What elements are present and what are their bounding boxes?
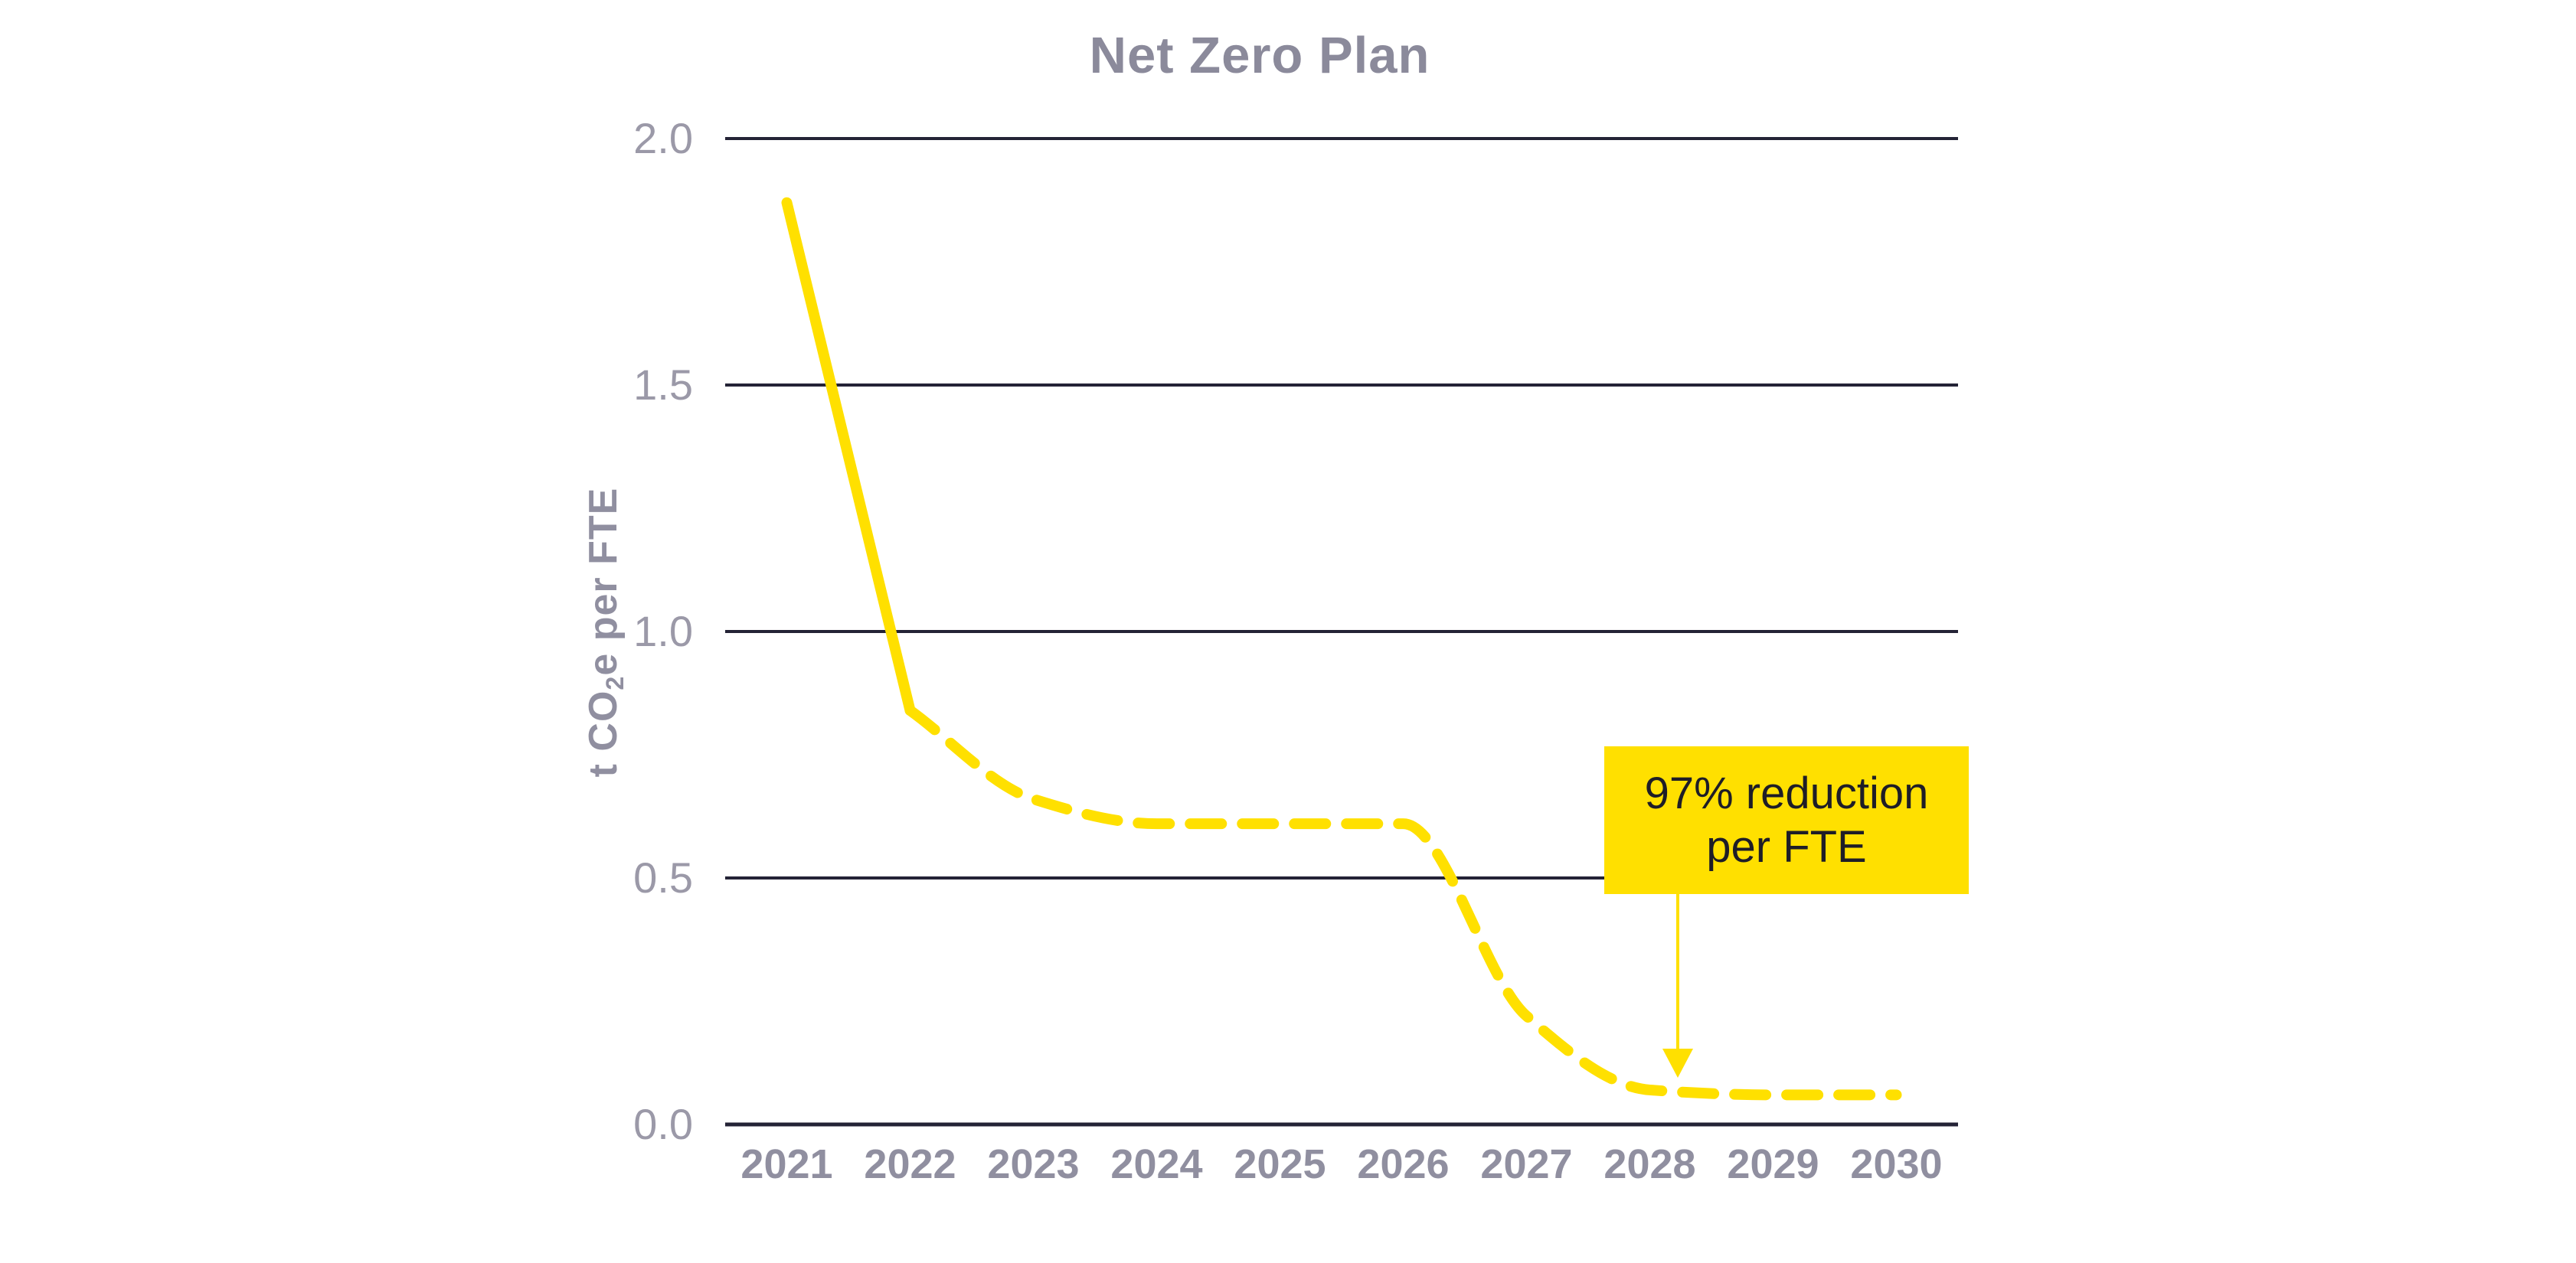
x-tick-label: 2023 — [987, 1141, 1080, 1187]
x-tick-label: 2027 — [1480, 1141, 1573, 1187]
x-tick-label: 2021 — [740, 1141, 833, 1187]
x-tick-label: 2022 — [864, 1141, 956, 1187]
annotation-text-line2: per FTE — [1706, 821, 1867, 872]
x-tick-label: 2030 — [1850, 1141, 1943, 1187]
x-tick-label: 2024 — [1110, 1141, 1203, 1187]
x-tick-label: 2028 — [1603, 1141, 1696, 1187]
annotation-callout: 97% reduction per FTE — [1604, 746, 1969, 894]
y-tick-label: 0.0 — [633, 1100, 693, 1148]
annotation-text-line1: 97% reduction — [1644, 768, 1929, 818]
y-tick-label: 1.0 — [633, 607, 693, 655]
series-line-solid-segment — [781, 197, 916, 716]
series-line-dashed-segment — [904, 705, 1902, 1101]
y-tick-label: 0.5 — [633, 853, 693, 902]
y-tick-label: 1.5 — [633, 361, 693, 409]
chart-title: Net Zero Plan — [1089, 27, 1430, 84]
y-tick-label: 2.0 — [633, 114, 693, 162]
annotation-arrow-head — [1662, 1049, 1693, 1078]
x-tick-label: 2026 — [1357, 1141, 1450, 1187]
x-tick-label: 2025 — [1234, 1141, 1326, 1187]
x-tick-label: 2029 — [1727, 1141, 1819, 1187]
